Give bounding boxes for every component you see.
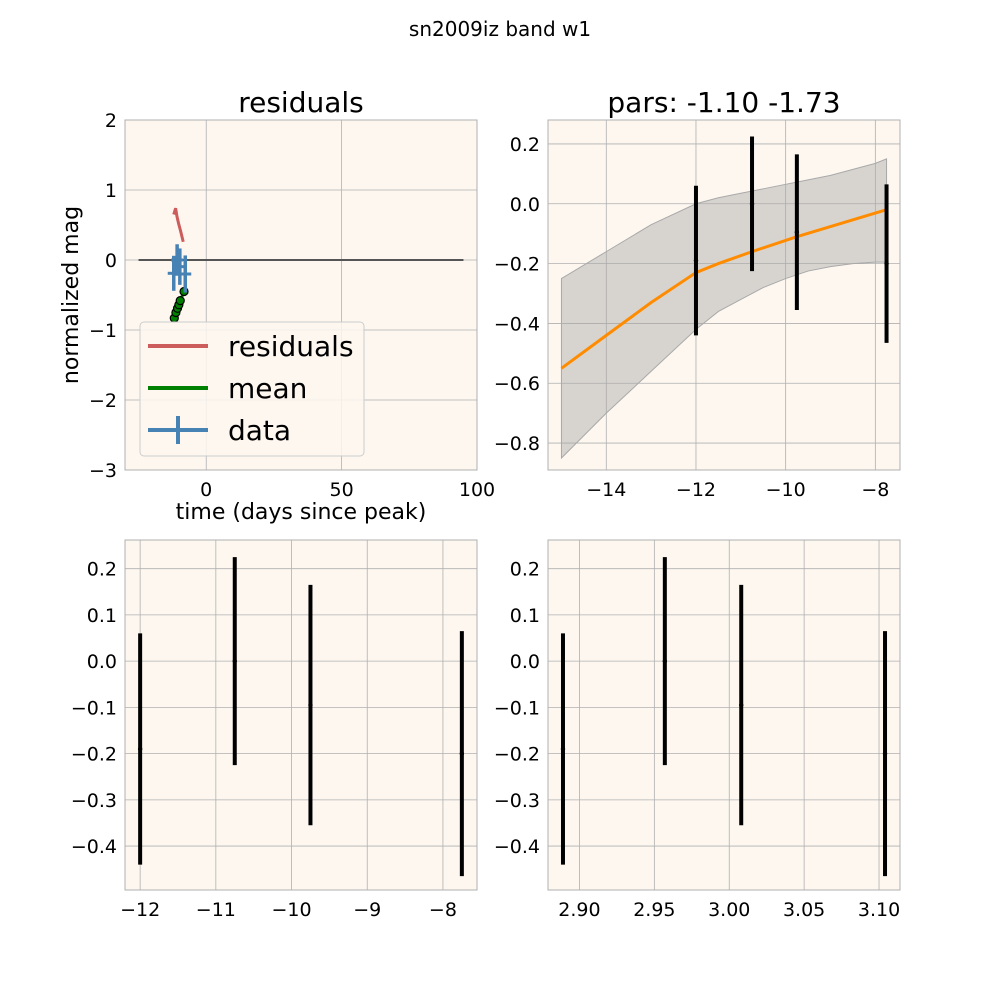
legend-label: data xyxy=(228,414,291,447)
y-tick-label: 0 xyxy=(105,250,117,272)
x-tick-label: −14 xyxy=(586,479,626,501)
data-point xyxy=(459,751,465,756)
x-tick-label: 0 xyxy=(200,479,212,501)
x-tick-label: −8 xyxy=(861,479,889,501)
y-tick-label: 0.0 xyxy=(510,651,540,673)
x-tick-label: 2.95 xyxy=(633,899,675,921)
data-point xyxy=(739,702,744,708)
plot-marks xyxy=(560,136,889,460)
panel-title-pars: pars: -1.10 -1.73 xyxy=(607,86,840,119)
y-tick-label: −0.2 xyxy=(71,744,117,766)
y-tick-label: −0.3 xyxy=(494,790,540,812)
plot-area xyxy=(547,539,901,891)
y-tick-label: −3 xyxy=(89,460,117,482)
y-tick-label: −1 xyxy=(89,320,117,342)
y-tick-label: 0.2 xyxy=(510,559,540,581)
legend-label: residuals xyxy=(228,330,354,363)
y-tick-label: −0.4 xyxy=(494,836,540,858)
series-line-residuals xyxy=(172,207,185,243)
x-tick-label: 3.10 xyxy=(858,899,900,921)
y-tick-label: 0.2 xyxy=(510,134,540,156)
x-axis-title-residuals: time (days since peak) xyxy=(176,500,427,525)
plot-frame xyxy=(547,539,901,891)
x-tick-label: −12 xyxy=(120,899,160,921)
plot-frame xyxy=(547,119,901,471)
panel-title-residuals: residuals xyxy=(238,86,364,119)
y-axis-title-residuals: normalized mag xyxy=(59,206,84,384)
y-tick-label: −0.4 xyxy=(494,313,540,335)
data-point xyxy=(693,258,699,263)
gridlines xyxy=(548,540,900,890)
series-line-mean xyxy=(560,208,887,370)
plot-frame xyxy=(124,119,478,471)
figure-suptitle: sn2009iz band w1 xyxy=(409,17,591,41)
data-point xyxy=(884,261,889,266)
plot-area xyxy=(124,539,478,891)
y-tick-label: −0.8 xyxy=(494,433,540,455)
y-tick-label: −0.2 xyxy=(494,254,540,276)
data-point xyxy=(749,201,755,206)
x-tick-label: −10 xyxy=(766,479,806,501)
panel-data-vs-time: −12 −11 −10 −9 −8 −0.4 −0.3 −0.2 −0.1 0.0 0.1 0.2 xyxy=(71,539,478,921)
y-tick-label: −0.4 xyxy=(71,836,117,858)
data-point xyxy=(177,264,183,269)
data-point xyxy=(308,702,313,708)
y-tick-label: 2 xyxy=(105,110,117,132)
y-tick-label: 0.0 xyxy=(87,651,117,673)
y-tick-label: −0.1 xyxy=(71,697,117,719)
plot-marks xyxy=(560,557,888,877)
data-point xyxy=(560,746,566,752)
data-point xyxy=(794,229,800,235)
data-point xyxy=(171,271,176,276)
data-point xyxy=(232,658,237,664)
y-tick-label: 1 xyxy=(105,180,117,202)
x-tick-label: −8 xyxy=(429,899,457,921)
x-tick-label: −11 xyxy=(196,899,236,921)
y-tick-label: −0.6 xyxy=(494,373,540,395)
x-tick-label: −12 xyxy=(676,479,716,501)
x-tick-label: 100 xyxy=(459,479,495,501)
y-tick-label: −0.1 xyxy=(494,697,540,719)
legend-label: mean xyxy=(228,372,307,405)
series-marker-mean xyxy=(175,296,185,306)
data-point xyxy=(183,271,188,277)
y-tick-label: 0.1 xyxy=(87,605,117,627)
panel-pars: pars: -1.10 -1.73 −14 −12 −10 −8 −0.8 −0.6 −0.… xyxy=(494,86,901,501)
y-tick-label: 0.0 xyxy=(510,194,540,216)
x-tick-label: 3.05 xyxy=(783,899,825,921)
y-tick-label: −2 xyxy=(89,390,117,412)
x-tick-label: 50 xyxy=(330,479,354,501)
plot-frame xyxy=(124,539,478,891)
legend: residuals mean data xyxy=(139,321,365,457)
x-tick-label: 3.00 xyxy=(708,899,750,921)
x-tick-label: −9 xyxy=(353,899,381,921)
plot-marks xyxy=(138,207,464,323)
legend-box xyxy=(139,321,365,457)
data-point xyxy=(882,751,888,756)
y-tick-label: 0.2 xyxy=(87,559,117,581)
y-tick-label: 0.1 xyxy=(510,605,540,627)
panel-data-vs-log: 2.90 2.95 3.00 3.05 3.10 −0.4 −0.3 −0.2 −0.1 0.0 0… xyxy=(494,539,901,921)
y-tick-label: −0.3 xyxy=(71,790,117,812)
x-tick-label: −10 xyxy=(271,899,311,921)
x-tick-label: 2.90 xyxy=(558,899,600,921)
plot-marks xyxy=(137,557,465,877)
panel-residuals: residuals time (days since peak) normali… xyxy=(59,86,495,525)
data-point xyxy=(662,658,668,664)
data-point xyxy=(137,746,143,752)
y-tick-label: −0.2 xyxy=(494,744,540,766)
